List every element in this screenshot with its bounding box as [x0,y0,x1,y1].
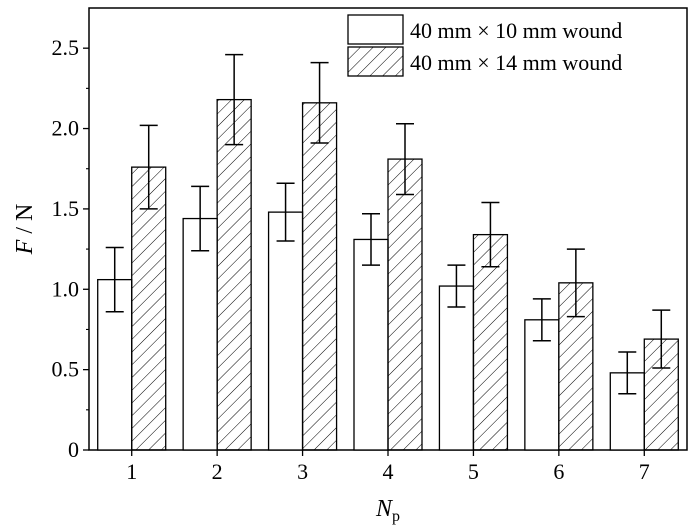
x-tick-label-3: 3 [297,459,308,484]
x-axis-title: Np [375,496,400,525]
x-tick-label-2: 2 [212,459,223,484]
x-axis-title-subscript: p [392,508,400,525]
legend: 40 mm × 10 mm wound 40 mm × 14 mm wound [347,14,622,77]
bar-s1-cat-5 [438,285,475,451]
legend-swatch-plain [347,14,404,45]
y-tick-label-3: 1.5 [52,196,80,221]
bar-s1-cat-6 [524,319,560,451]
y-tick-label-1: 0.5 [52,357,80,382]
bar-s1-cat-3 [267,211,304,451]
y-tick-label-4: 2.0 [52,116,80,141]
y-tick-label-0: 0 [68,437,79,462]
error-bars-layer [105,53,671,395]
bar-s2-cat-3 [301,102,338,451]
x-axis: 1 2 3 4 5 6 7 [126,450,650,484]
bar-s1-cat-4 [353,238,389,451]
x-axis-title-main: N [375,496,394,522]
x-tick-label-7: 7 [639,459,650,484]
x-tick-label-5: 5 [468,459,479,484]
y-axis: 0 0.5 1.0 1.5 2.0 2.5 [52,35,89,462]
y-tick-label-2: 1.0 [52,276,80,301]
x-tick-label-1: 1 [126,459,137,484]
y-axis-title-main: F [12,239,38,255]
legend-swatch-hatched [347,46,404,77]
y-axis-title-rest: / N [12,204,38,240]
y-tick-label-5: 2.5 [52,35,80,60]
x-tick-label-6: 6 [553,459,564,484]
bar-s2-cat-5 [472,233,509,451]
legend-label-hatched: 40 mm × 14 mm wound [410,50,622,75]
bar-s2-cat-2 [216,98,252,451]
bar-s2-cat-4 [387,158,423,451]
bar-s1-cat-2 [182,217,218,451]
bar-s2-cat-6 [558,282,594,451]
x-tick-label-4: 4 [383,459,394,484]
y-axis-title: F / N [12,204,38,256]
legend-label-plain: 40 mm × 10 mm wound [410,18,622,43]
